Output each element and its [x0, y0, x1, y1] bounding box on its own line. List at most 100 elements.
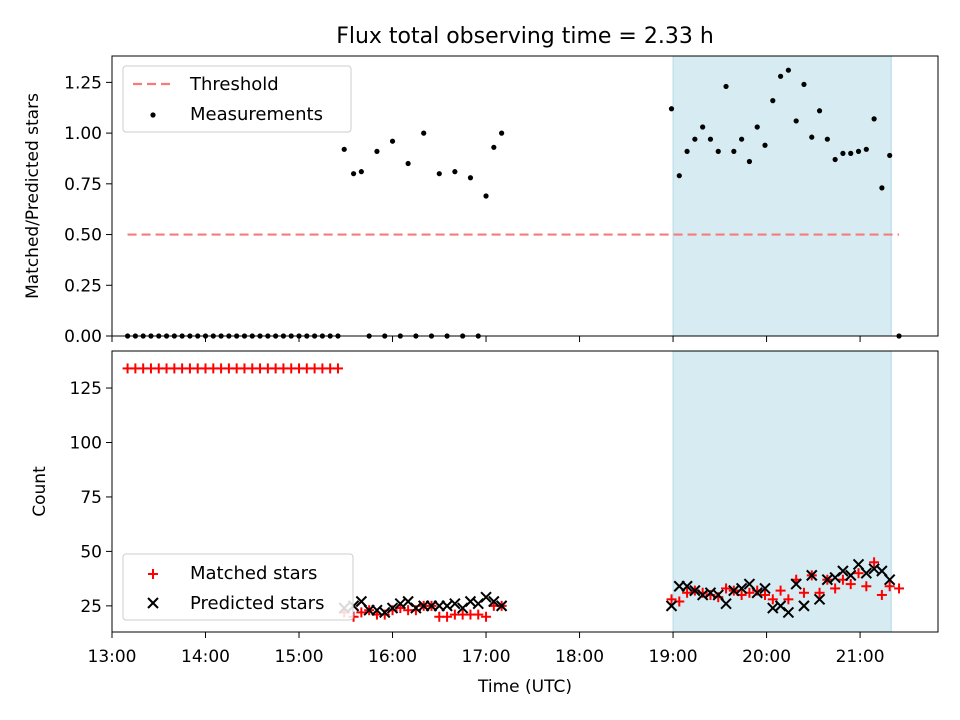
matched-point: [869, 557, 880, 568]
matched-point: [853, 568, 864, 579]
bottom-y-label: Count: [30, 466, 50, 517]
matched-point: [481, 611, 492, 622]
measurement-point: [692, 136, 698, 142]
measurement-point: [684, 148, 690, 154]
matched-point: [442, 611, 453, 622]
predicted-point: [860, 567, 873, 579]
matched-point: [798, 587, 809, 598]
matched-point: [473, 609, 484, 620]
y-tick-label: 0.00: [64, 327, 102, 347]
legend-matched-label: Matched stars: [190, 563, 317, 584]
cross-b: [488, 595, 500, 608]
measurement-point: [746, 158, 753, 165]
measurement-point: [483, 193, 489, 199]
predicted-point: [845, 569, 857, 582]
cross-b: [480, 591, 492, 603]
predicted-point: [386, 602, 399, 614]
cross-b: [743, 578, 756, 590]
cross-b: [759, 582, 771, 595]
measurement-point: [707, 136, 714, 142]
cross-b: [821, 574, 834, 586]
top-y-label: Matched/Predicted stars: [23, 93, 43, 299]
y-tick-label: 0.75: [64, 175, 102, 195]
cross-b: [712, 589, 724, 601]
legend-predicted-swatch: [147, 597, 159, 609]
measurement-point: [723, 83, 729, 90]
count-panel: 25 50 75 100 125 13:00 14:00 15:00 16:00 17:00 18…: [30, 350, 939, 697]
y-tick-label: 1.25: [64, 73, 102, 93]
legend-measurement-swatch: [150, 112, 156, 118]
predicted-point: [449, 597, 461, 610]
y-tick-label: 50: [80, 542, 102, 562]
count-points: [122, 363, 905, 622]
predicted-point: [480, 591, 492, 603]
measurement-point: [801, 81, 807, 88]
cross-b: [883, 574, 896, 586]
cross-b: [767, 602, 779, 614]
matched-point: [767, 594, 778, 605]
measurement-point: [809, 134, 815, 140]
matched-point: [682, 587, 693, 598]
matched-point: [332, 363, 343, 374]
cross-b: [147, 597, 159, 609]
cross-b: [837, 565, 849, 577]
measurement-point: [436, 171, 442, 177]
matched-point: [783, 594, 794, 605]
predicted-point: [883, 574, 896, 586]
measurement-point: [700, 124, 706, 130]
predicted-point: [681, 580, 693, 592]
x-tick-label: 19:00: [649, 647, 698, 667]
matched-point: [830, 583, 841, 594]
cross-b: [735, 582, 748, 595]
y-tick-label: 1.00: [64, 124, 102, 144]
cross-b: [720, 597, 732, 610]
cross-b: [845, 569, 857, 582]
cross-b: [495, 600, 508, 612]
legend-measurement-label: Measurements: [190, 104, 323, 125]
bottom-legend: Matched stars Predicted stars: [122, 553, 354, 621]
x-tick-label: 16:00: [368, 647, 417, 667]
measurement-point: [887, 152, 893, 159]
y-tick-label: 125: [70, 379, 102, 399]
bottom-y-ticks: 25 50 75 100 125: [70, 379, 112, 617]
cross-b: [394, 597, 407, 610]
measurement-point: [405, 160, 411, 167]
matched-point: [845, 579, 856, 590]
predicted-point: [720, 597, 732, 610]
predicted-point: [759, 582, 771, 595]
bottom-x-ticks: 13:00 14:00 15:00 16:00 17:00 18:00 19:00 20:00…: [88, 632, 885, 667]
cross-b: [751, 587, 763, 599]
measurement-point: [816, 108, 823, 114]
y-tick-label: 0.50: [64, 226, 102, 246]
cross-b: [379, 606, 391, 619]
cross-b: [410, 602, 422, 614]
measurement-point: [350, 171, 357, 177]
cross-b: [665, 600, 678, 612]
measurement-point: [848, 150, 854, 156]
matched-point: [894, 583, 905, 594]
x-tick-label: 15:00: [275, 647, 324, 667]
predicted-point: [665, 600, 678, 612]
measurement-point: [785, 67, 791, 73]
observing-span-bottom: [672, 350, 892, 633]
measurement-point: [668, 106, 675, 112]
measurement-point: [358, 169, 364, 175]
measurement-point: [863, 146, 869, 152]
chart-title: Flux total observing time = 2.33 h: [336, 24, 714, 49]
top-y-ticks: 0.00 0.25 0.50 0.75 1.00 1.25: [64, 73, 112, 347]
cross-b: [441, 600, 453, 612]
cross-b: [790, 578, 802, 590]
legend-plus-mark: [148, 569, 158, 579]
top-legend: Threshold Measurements: [122, 65, 352, 133]
ratio-panel: 0.00 0.25 0.50 0.75 1.00 1.25 Matched/Predict…: [23, 55, 939, 347]
y-tick-label: 100: [70, 433, 102, 453]
predicted-point: [379, 606, 391, 619]
x-tick-label: 14:00: [181, 647, 230, 667]
measurement-point: [754, 124, 760, 130]
predicted-point: [837, 565, 849, 577]
measurement-point: [421, 130, 427, 136]
predicted-point: [735, 582, 748, 595]
measurement-point: [499, 130, 505, 136]
cross-b: [876, 565, 888, 577]
measurement-point: [715, 148, 721, 154]
